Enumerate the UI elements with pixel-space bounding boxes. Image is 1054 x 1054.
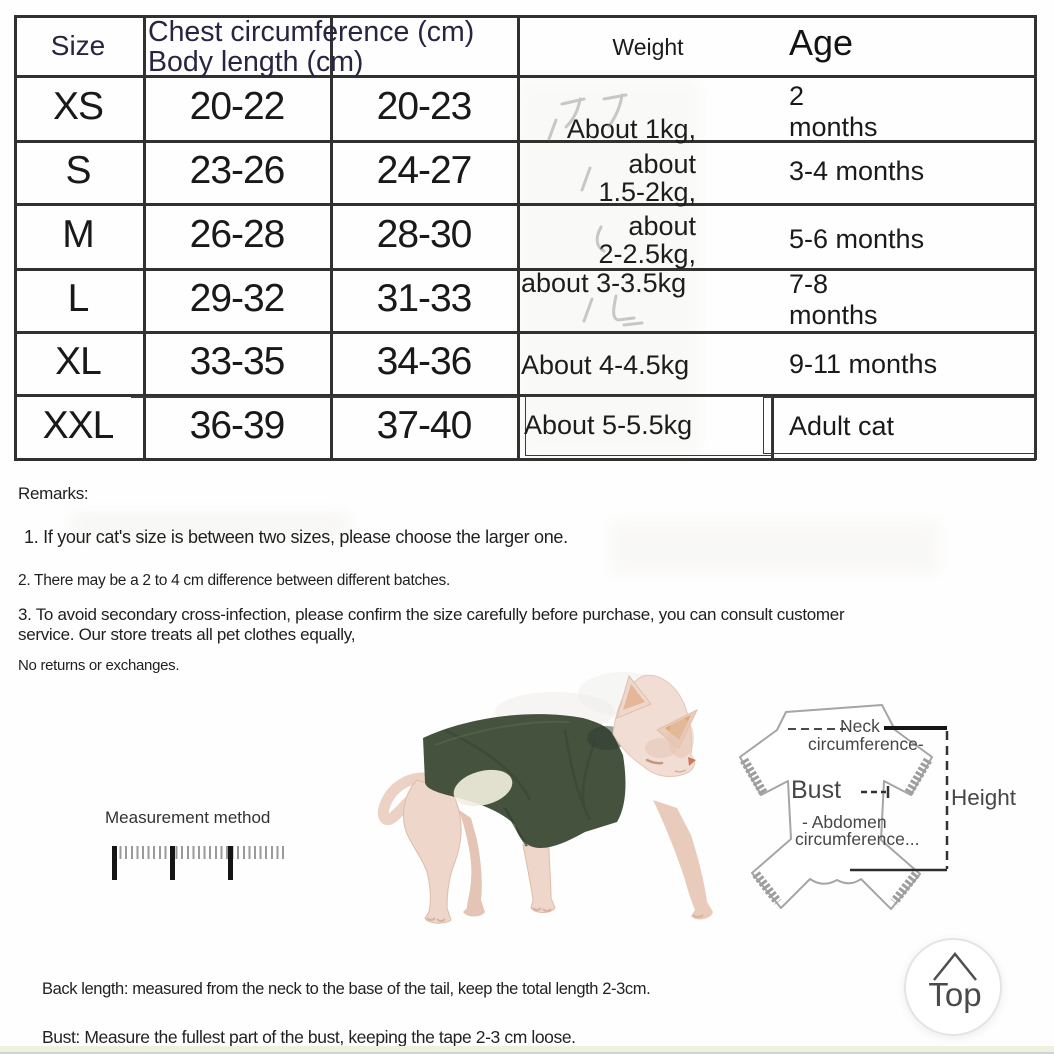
garment-measurement-diagram: Neck circumference- Bust - Abdomen circu… bbox=[698, 688, 1054, 938]
column-header-weight: Weight bbox=[612, 34, 684, 60]
height-label: Height bbox=[951, 785, 1017, 810]
overlay-patch-border bbox=[131, 396, 517, 398]
remark-item-1: 1. If your cat's size is between two siz… bbox=[24, 527, 568, 547]
column-header-age: Age bbox=[789, 22, 854, 63]
garment-outline bbox=[739, 704, 949, 910]
ruler-icon bbox=[112, 846, 288, 880]
chevron-up-icon bbox=[933, 952, 977, 981]
scan-wash bbox=[518, 80, 700, 455]
body-length-value: 31-33 bbox=[376, 277, 473, 320]
back-to-top-label: Top bbox=[928, 976, 982, 1013]
ruler-ticks bbox=[114, 846, 284, 859]
age-value: 7-8 months bbox=[789, 269, 878, 331]
measurement-method-label: Measurement method bbox=[105, 808, 271, 827]
body-length-value: 28-30 bbox=[376, 213, 473, 256]
table-border-line bbox=[14, 394, 1036, 397]
overlay-patch-border bbox=[525, 396, 772, 456]
neck-circumference-label: Neck bbox=[840, 716, 880, 736]
table-border-line bbox=[330, 15, 333, 460]
age-value: 5-6 months bbox=[789, 224, 925, 254]
back-to-top-button[interactable]: Top bbox=[904, 938, 1002, 1036]
table-border-line bbox=[14, 458, 1036, 461]
remark-item-3-line1: 3. To avoid secondary cross-infection, p… bbox=[18, 605, 845, 624]
bust-note: Bust: Measure the fullest part of the bu… bbox=[42, 1027, 576, 1047]
weight-value: about 3-3.5kg bbox=[521, 268, 687, 298]
size-label: S bbox=[65, 149, 91, 192]
weight-line: 2-2.5kg, bbox=[598, 238, 696, 269]
scan-wash bbox=[610, 520, 940, 575]
chest-value: 33-35 bbox=[189, 340, 286, 383]
remark-item-4: No returns or exchanges. bbox=[18, 657, 180, 674]
size-label: XL bbox=[55, 340, 102, 383]
chest-value: 23-26 bbox=[189, 149, 286, 192]
ruler-bar bbox=[228, 846, 233, 880]
table-border-line bbox=[14, 15, 1036, 18]
remark-item-3: 3. To avoid secondary cross-infection, p… bbox=[18, 605, 845, 645]
weight-line: about bbox=[628, 211, 696, 241]
neck-circumference-label: circumference- bbox=[808, 734, 924, 754]
column-header-chest-circumference: Chest circumference (cm) bbox=[148, 16, 475, 48]
weight-value: about 2-2.5kg, bbox=[500, 211, 696, 269]
chest-value: 36-39 bbox=[189, 404, 286, 447]
remark-item-3-line2: service. Our store treats all pet clothe… bbox=[18, 625, 356, 644]
body-length-value: 37-40 bbox=[376, 404, 473, 447]
age-value: 2 months bbox=[789, 81, 878, 143]
age-line: months bbox=[789, 112, 878, 142]
size-label: XS bbox=[52, 85, 104, 128]
table-border-line bbox=[14, 268, 1036, 271]
table-border-line bbox=[14, 75, 1036, 78]
table-border-line bbox=[1034, 15, 1037, 460]
ruler-bar bbox=[112, 846, 117, 880]
bottom-strip bbox=[0, 1046, 1054, 1054]
body-length-value: 34-36 bbox=[376, 340, 473, 383]
remarks-title: Remarks: bbox=[18, 484, 89, 503]
weight-value: About 4-4.5kg bbox=[521, 350, 690, 380]
column-header-size: Size bbox=[50, 30, 106, 61]
age-value: 9-11 months bbox=[789, 349, 938, 379]
bust-label: Bust bbox=[791, 776, 842, 804]
table-border-line bbox=[517, 15, 520, 460]
table-border-line bbox=[14, 140, 1036, 143]
sphynx-cat-photo bbox=[355, 660, 720, 960]
table-border-line bbox=[14, 15, 17, 460]
size-label: M bbox=[62, 213, 95, 256]
weight-value: about 1.5-2kg, bbox=[500, 149, 696, 207]
weight-line: about bbox=[628, 149, 696, 179]
table-border-line bbox=[14, 331, 1036, 334]
body-length-value: 20-23 bbox=[376, 85, 473, 128]
ruler-bar bbox=[170, 846, 175, 880]
table-border-line bbox=[771, 394, 774, 458]
age-line: 7-8 bbox=[789, 269, 829, 299]
abdomen-circumference-label: circumference... bbox=[795, 829, 920, 849]
age-value: 3-4 months bbox=[789, 156, 925, 186]
size-label: XXL bbox=[42, 404, 115, 447]
overlay-patch-border bbox=[763, 397, 1035, 454]
weight-value: About 1kg, bbox=[566, 114, 696, 144]
chest-value: 29-32 bbox=[189, 277, 286, 320]
weight-line: 1.5-2kg, bbox=[598, 176, 696, 207]
column-header-body-length: Body length (cm) bbox=[148, 46, 364, 78]
age-value: Adult cat bbox=[789, 411, 895, 441]
back-length-note: Back length: measured from the neck to t… bbox=[42, 980, 651, 998]
chest-value: 20-22 bbox=[189, 85, 286, 128]
table-border-line bbox=[14, 203, 1036, 206]
body-length-value: 24-27 bbox=[376, 149, 473, 192]
scan-wash bbox=[70, 512, 350, 538]
scan-artifact-strokes bbox=[547, 93, 644, 327]
age-line: 2 bbox=[789, 81, 805, 111]
age-line: months bbox=[789, 300, 878, 330]
chest-value: 26-28 bbox=[189, 213, 286, 256]
abdomen-circumference-label: - Abdomen bbox=[802, 812, 887, 832]
size-label: L bbox=[67, 277, 90, 320]
remark-item-2: 2. There may be a 2 to 4 cm difference b… bbox=[18, 572, 450, 589]
cat-illustration bbox=[377, 672, 713, 924]
table-border-line bbox=[143, 15, 146, 460]
weight-value: About 5-5.5kg bbox=[524, 410, 693, 440]
